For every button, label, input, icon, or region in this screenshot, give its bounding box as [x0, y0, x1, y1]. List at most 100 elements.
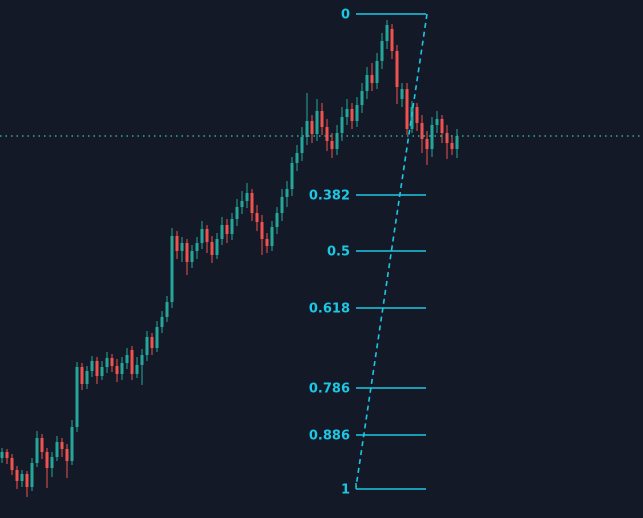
fib-label-0-5[interactable]: 0.5 [327, 245, 350, 260]
candle-body [335, 133, 339, 149]
candle-body [410, 107, 414, 129]
candle-body [135, 365, 139, 374]
candle-body [305, 121, 309, 137]
candle-body [110, 358, 114, 366]
fib-label-0-382[interactable]: 0.382 [309, 189, 350, 204]
candle-body [340, 117, 344, 133]
candle-body [290, 163, 294, 189]
candle-body [160, 317, 164, 327]
candle-body [275, 213, 279, 227]
candle-body [325, 127, 329, 141]
candle-body [350, 109, 354, 121]
candle-body [50, 457, 54, 468]
fib-label-1[interactable]: 1 [341, 483, 350, 498]
candle-body [425, 139, 429, 149]
fib-label-0[interactable]: 0 [341, 8, 350, 23]
candle-body [285, 189, 289, 197]
candle-body [370, 75, 374, 83]
candle-body [205, 229, 209, 242]
candle-body [10, 458, 14, 470]
candle-body [95, 361, 99, 376]
candle-body [295, 153, 299, 163]
candle-body [45, 452, 49, 468]
candle-body [405, 89, 409, 129]
candle-body [310, 121, 314, 134]
candle-body [20, 474, 24, 481]
candle-body [430, 125, 434, 149]
candle-body [420, 123, 424, 139]
candle-body [355, 105, 359, 121]
candle-body [15, 470, 19, 481]
candle-body [255, 213, 259, 222]
candle-body [145, 337, 149, 355]
candle-body [175, 236, 179, 251]
candle-body [345, 109, 349, 117]
candle-body [195, 243, 199, 251]
candle-body [55, 442, 59, 457]
candle-wick [306, 93, 308, 145]
candle-body [380, 41, 384, 61]
candle-body [185, 243, 189, 262]
candle-body [190, 251, 194, 262]
candle-body [450, 143, 454, 149]
candle-body [270, 227, 274, 246]
candle-body [120, 363, 124, 374]
fib-label-0-618[interactable]: 0.618 [309, 302, 350, 317]
candle-body [280, 197, 284, 213]
candle-body [435, 119, 439, 125]
candle-body [455, 136, 459, 149]
candle-body [250, 193, 254, 213]
candle-body [365, 75, 369, 91]
candle-body [150, 337, 154, 348]
candle-body [140, 355, 144, 365]
fib-retracement-drawing[interactable]: 0 0.382 0.5 0.618 0.786 0.886 1 [309, 8, 428, 498]
candle-body [400, 89, 404, 99]
candle-wick [141, 349, 143, 385]
candle-body [105, 358, 109, 367]
candle-body [60, 442, 64, 449]
candle-body [85, 371, 89, 384]
fib-label-0-886[interactable]: 0.886 [309, 429, 350, 444]
candle-body [240, 201, 244, 207]
candle-body [415, 107, 419, 123]
fib-trend-line[interactable] [355, 13, 428, 488]
candle-body [300, 137, 304, 153]
candle-body [360, 91, 364, 105]
candle-body [225, 225, 229, 234]
candle-body [230, 219, 234, 234]
candle-body [445, 133, 449, 143]
candle-body [40, 438, 44, 452]
candle-body [375, 61, 379, 83]
candle-body [440, 119, 444, 133]
candle-body [265, 239, 269, 246]
candle-body [75, 367, 79, 427]
candle-body [180, 243, 184, 251]
candle-body [5, 452, 9, 458]
candle-body [210, 242, 214, 255]
candles-group [0, 20, 459, 497]
candle-body [125, 355, 129, 363]
candle-body [70, 427, 74, 461]
candle-body [90, 361, 94, 371]
candle-body [245, 193, 249, 201]
candle-body [215, 239, 219, 255]
candle-body [220, 225, 224, 239]
candle-body [30, 463, 34, 487]
candle-body [80, 367, 84, 384]
candle-body [155, 327, 159, 348]
candle-body [395, 51, 399, 87]
fib-level-lines[interactable] [355, 13, 426, 490]
candle-body [165, 302, 169, 317]
fib-label-0-786[interactable]: 0.786 [309, 382, 350, 397]
candle-body [385, 25, 389, 41]
candle-body [130, 350, 134, 374]
candle-body [235, 207, 239, 219]
candle-body [65, 449, 69, 461]
candle-body [260, 222, 264, 239]
candle-body [330, 141, 334, 149]
candle-body [320, 111, 324, 127]
candle-body [35, 438, 39, 463]
candle-body [170, 236, 174, 302]
